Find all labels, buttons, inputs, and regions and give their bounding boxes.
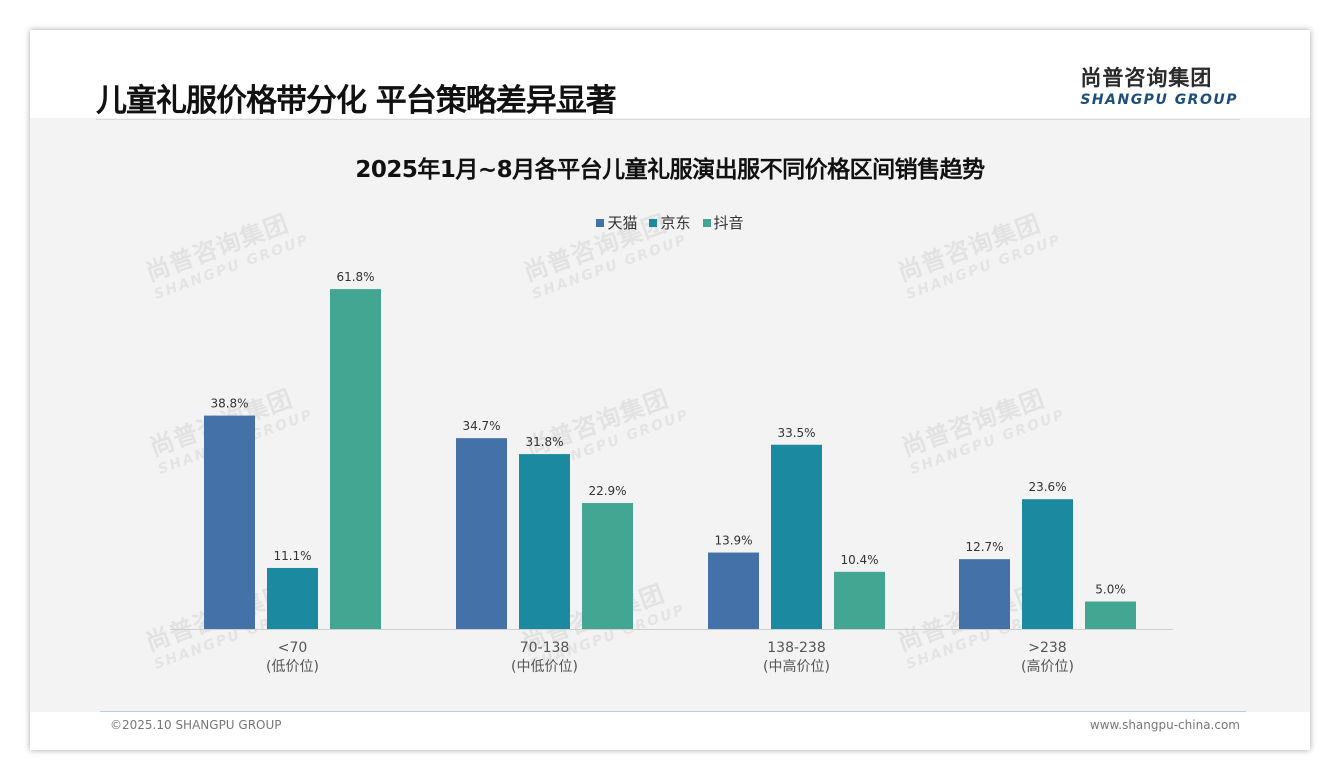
- footer-copyright: ©2025.10 SHANGPU GROUP: [110, 718, 282, 732]
- chart-title: 2025年1月~8月各平台儿童礼服演出服不同价格区间销售趋势: [355, 157, 985, 183]
- data-label: 61.8%: [336, 270, 374, 284]
- slide-title: 儿童礼服价格带分化 平台策略差异显著: [96, 83, 617, 119]
- footer-divider: [100, 711, 1246, 712]
- bar: [771, 444, 822, 629]
- slide: 儿童礼服价格带分化 平台策略差异显著 尚普咨询集团 SHANGPU GROUP …: [30, 30, 1310, 750]
- data-label: 31.8%: [525, 435, 563, 449]
- data-label: 13.9%: [714, 534, 752, 548]
- bar: [1022, 499, 1073, 629]
- x-tick-sublabel: (中低价位): [511, 659, 578, 675]
- bar: [959, 559, 1010, 629]
- header-divider: [96, 119, 1240, 120]
- x-tick-label: >238: [1028, 640, 1066, 656]
- bar: [834, 571, 885, 629]
- x-tick-label: 138-238: [767, 640, 826, 656]
- logo-cn-text: 尚普咨询集团: [1080, 66, 1213, 90]
- data-label: 33.5%: [777, 426, 815, 440]
- legend-swatch: [702, 218, 711, 227]
- bar: [519, 454, 570, 629]
- legend-label: 天猫: [607, 214, 638, 232]
- data-label: 11.1%: [273, 549, 311, 563]
- bar: [708, 552, 759, 629]
- bar: [1085, 601, 1136, 629]
- bar: [330, 289, 381, 629]
- x-tick-sublabel: (中高价位): [763, 658, 830, 675]
- x-tick-label: <70: [278, 640, 308, 656]
- bar-chart: 38.8% 11.1% 61.8% <70 (低价位) 34.7% 31.8% 22.9% 70…: [170, 270, 1173, 675]
- x-tick-sublabel: (高价位): [1021, 658, 1074, 675]
- chart-legend: 天猫 京东 抖音: [30, 212, 1310, 233]
- legend-label: 京东: [660, 214, 691, 232]
- x-tick-label: 70-138: [520, 640, 570, 656]
- data-label: 22.9%: [588, 484, 626, 498]
- legend-swatch: [596, 218, 605, 227]
- data-label: 34.7%: [462, 419, 500, 433]
- footer: [30, 712, 1310, 750]
- data-label: 5.0%: [1095, 583, 1126, 597]
- legend-item-jd: 京东: [649, 212, 691, 233]
- data-label: 12.7%: [965, 540, 1003, 554]
- legend-label: 抖音: [713, 214, 744, 232]
- slide-header: [30, 30, 1310, 118]
- footer-website: www.shangpu-china.com: [1089, 718, 1240, 732]
- x-tick-sublabel: (低价位): [266, 659, 319, 675]
- bar: [204, 415, 255, 629]
- data-label: 38.8%: [210, 397, 248, 411]
- legend-item-tmall: 天猫: [596, 212, 637, 233]
- company-logo: 尚普咨询集团 SHANGPU GROUP: [1080, 62, 1238, 108]
- data-label: 10.4%: [840, 553, 878, 567]
- logo-en-text: SHANGPU GROUP: [1080, 92, 1238, 108]
- bar: [582, 503, 633, 629]
- legend-swatch: [649, 218, 658, 227]
- bar: [456, 438, 507, 629]
- bar: [267, 567, 318, 629]
- legend-item-douyin: 抖音: [702, 212, 744, 233]
- data-label: 23.6%: [1028, 480, 1066, 494]
